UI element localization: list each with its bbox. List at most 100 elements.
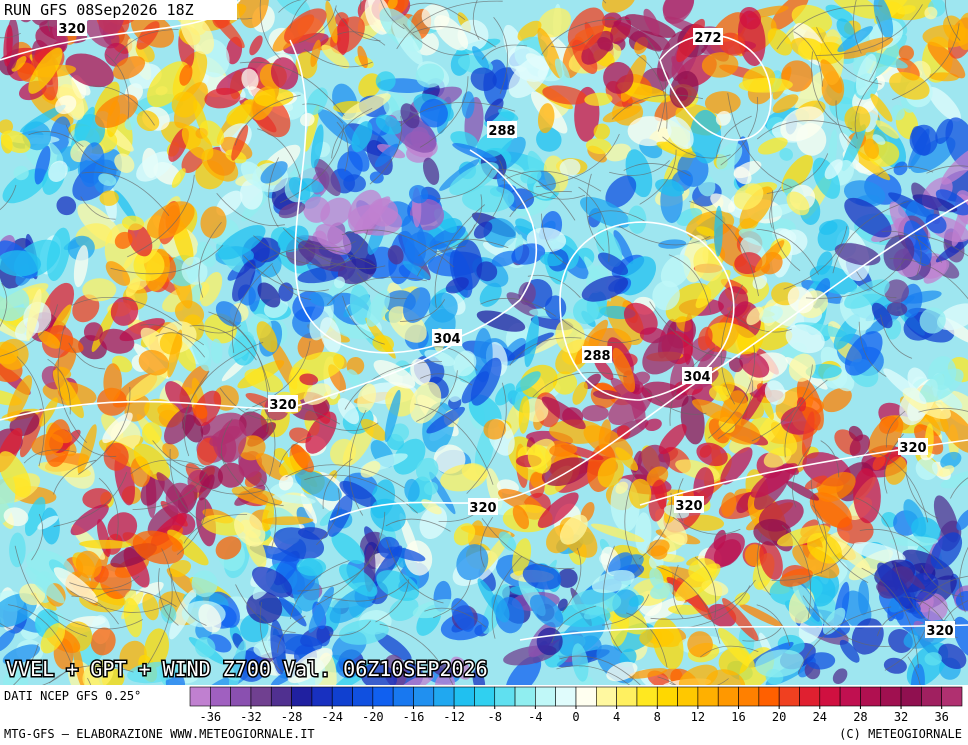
vvel-blob bbox=[938, 465, 955, 477]
vvel-blob bbox=[462, 185, 515, 213]
colorbar-box bbox=[636, 686, 658, 707]
wind-streamline bbox=[609, 160, 670, 176]
wind-streamline bbox=[257, 128, 302, 182]
vvel-blob bbox=[628, 595, 645, 607]
wind-streamline bbox=[12, 643, 39, 685]
vvel-blob bbox=[453, 523, 476, 546]
vvel-blob bbox=[912, 194, 958, 213]
vvel-blob bbox=[192, 403, 208, 419]
vvel-blob bbox=[807, 652, 836, 670]
vvel-blob bbox=[605, 175, 637, 208]
vvel-blob bbox=[832, 668, 848, 685]
vvel-blob bbox=[472, 46, 490, 70]
vvel-blob bbox=[593, 357, 614, 381]
vvel-blob bbox=[11, 56, 27, 72]
vvel-blob bbox=[138, 349, 170, 376]
wind-streamline bbox=[277, 615, 306, 653]
vvel-blob bbox=[820, 59, 843, 94]
vvel-blob bbox=[593, 123, 610, 140]
wind-streamline bbox=[183, 513, 248, 544]
vvel-blob bbox=[512, 505, 530, 530]
wind-streamline bbox=[98, 477, 119, 540]
vvel-blob bbox=[590, 523, 645, 543]
wind-streamline bbox=[810, 477, 869, 584]
vvel-blob bbox=[557, 598, 568, 611]
vvel-blob bbox=[343, 174, 366, 193]
wind-streamline bbox=[57, 325, 87, 443]
vvel-blob bbox=[278, 474, 294, 491]
vvel-blob bbox=[181, 125, 214, 161]
vvel-blob bbox=[825, 4, 854, 23]
wind-streamline bbox=[0, 622, 13, 631]
vvel-blob bbox=[824, 159, 843, 180]
vvel-blob bbox=[733, 166, 752, 185]
vvel-blob bbox=[927, 41, 966, 79]
vvel-blob bbox=[387, 245, 404, 265]
vvel-blob bbox=[530, 471, 545, 489]
wind-streamline bbox=[769, 186, 782, 229]
contour-label: 288 bbox=[488, 124, 515, 139]
wind-streamline bbox=[0, 184, 17, 211]
wind-streamline bbox=[876, 608, 911, 637]
vvel-blob bbox=[123, 597, 143, 638]
wind-streamline bbox=[110, 244, 224, 275]
vvel-blob bbox=[750, 463, 798, 498]
wind-streamline bbox=[881, 230, 943, 263]
vvel-blob bbox=[648, 479, 668, 522]
wind-streamline bbox=[53, 471, 128, 527]
vvel-blob bbox=[399, 513, 420, 564]
vvel-blob bbox=[82, 278, 117, 302]
contours bbox=[0, 0, 968, 641]
vvel-blob bbox=[191, 570, 218, 598]
vvel-blob bbox=[608, 387, 653, 426]
wind-streamline bbox=[626, 612, 668, 668]
wind-streamline bbox=[0, 304, 58, 357]
vvel-blob bbox=[627, 116, 672, 147]
vvel-blob bbox=[339, 480, 378, 508]
wind-streamline bbox=[700, 645, 759, 658]
vvel-blob bbox=[924, 652, 942, 666]
vvel-blob bbox=[308, 291, 335, 307]
wind-streamline bbox=[623, 163, 691, 177]
colorbar-box bbox=[677, 686, 699, 707]
colorbar-box bbox=[758, 686, 780, 707]
vvel-blob bbox=[840, 37, 894, 59]
vvel-blob bbox=[79, 539, 132, 549]
vvel-blob bbox=[105, 261, 131, 286]
colorbar-tick-label: -16 bbox=[403, 710, 425, 724]
vvel-blob bbox=[767, 28, 793, 56]
vvel-blob bbox=[581, 30, 614, 65]
vvel-blob bbox=[72, 294, 100, 323]
vvel-blob bbox=[841, 124, 866, 172]
vvel-blob bbox=[929, 72, 959, 82]
vvel-blob bbox=[816, 251, 833, 275]
contour-label-bg bbox=[682, 367, 712, 384]
vvel-blob bbox=[591, 569, 635, 594]
wind-streamline bbox=[402, 23, 470, 56]
wind-streamline bbox=[433, 579, 471, 619]
vvel-blob bbox=[658, 424, 687, 455]
vvel-blob bbox=[498, 108, 519, 121]
colorbar-box bbox=[555, 686, 577, 707]
vvel-blob bbox=[284, 8, 327, 45]
vvel-blob bbox=[337, 398, 360, 425]
wind-streamline bbox=[268, 157, 279, 228]
vvel-blob bbox=[449, 376, 470, 403]
vvel-blob bbox=[121, 215, 145, 231]
wind-streamline bbox=[859, 528, 946, 570]
wind-streamline bbox=[220, 418, 233, 468]
vvel-blob bbox=[51, 333, 84, 353]
vvel-blob bbox=[572, 381, 588, 405]
vvel-blob bbox=[300, 112, 315, 127]
wind-streamline bbox=[892, 23, 960, 101]
vvel-blob bbox=[602, 0, 636, 14]
vvel-blob bbox=[770, 0, 809, 31]
vvel-blob bbox=[439, 159, 480, 191]
vvel-blob bbox=[606, 661, 638, 682]
wind-streamline bbox=[551, 605, 597, 644]
vvel-blob bbox=[370, 498, 406, 532]
vvel-blob bbox=[536, 127, 562, 152]
vvel-blob bbox=[34, 145, 51, 185]
wind-streamline bbox=[672, 516, 741, 535]
vvel-blob bbox=[273, 448, 289, 461]
